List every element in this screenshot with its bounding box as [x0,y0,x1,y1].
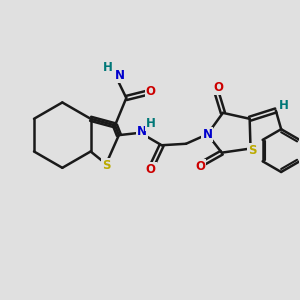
Text: H: H [279,99,289,112]
Text: O: O [195,160,205,172]
Text: S: S [248,144,256,158]
Text: N: N [137,125,147,138]
Text: S: S [102,159,110,172]
Text: O: O [146,85,156,98]
Text: N: N [202,128,212,141]
Text: O: O [214,81,224,94]
Text: O: O [146,163,156,176]
Text: N: N [115,69,124,82]
Text: H: H [103,61,112,74]
Text: H: H [146,117,156,130]
